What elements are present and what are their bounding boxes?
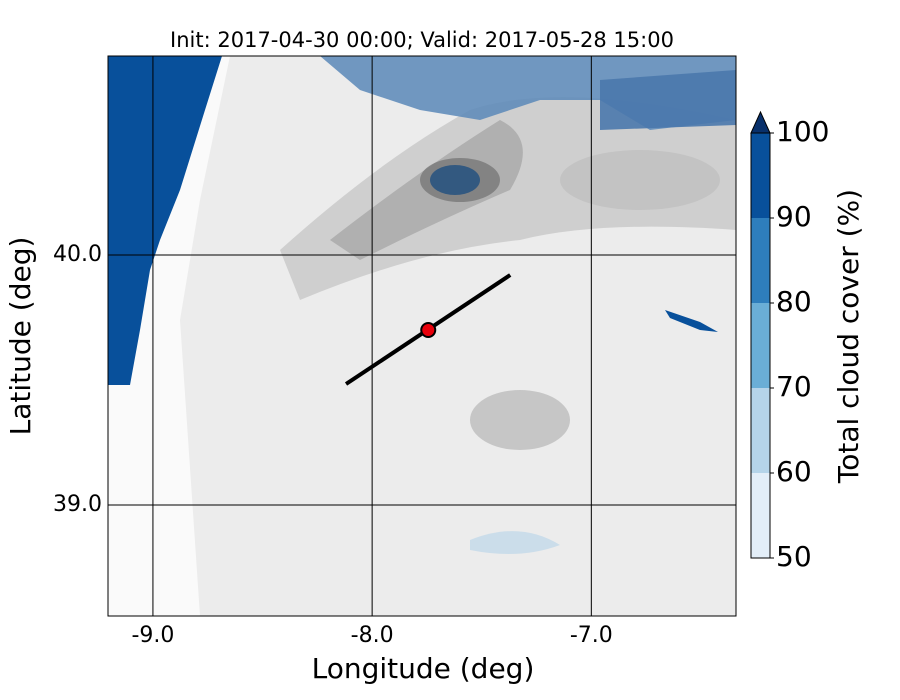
- x-tick-label: -7.0: [570, 623, 613, 648]
- chart-title: Init: 2017-04-30 00:00; Valid: 2017-05-2…: [170, 28, 674, 52]
- colorbar-tick-label: 70: [776, 370, 812, 403]
- x-tick-label: -9.0: [131, 623, 174, 648]
- colorbar-segment: [751, 388, 770, 473]
- x-axis-label: Longitude (deg): [312, 652, 535, 685]
- plot-frame: [107, 55, 737, 617]
- location-point: [420, 322, 437, 338]
- y-tick-label: 40.0: [53, 242, 102, 267]
- colorbar-tick-label: 90: [776, 200, 812, 233]
- colorbar-tick-label: 60: [776, 455, 812, 488]
- y-tick-label: 39.0: [53, 492, 102, 517]
- colorbar-segment: [751, 218, 770, 303]
- colorbar-segment: [751, 303, 770, 388]
- colorbar-label: Total cloud cover (%): [832, 189, 865, 484]
- x-tick-label: -8.0: [351, 623, 394, 648]
- colorbar-tick-label: 80: [776, 285, 812, 318]
- map-background: [108, 56, 736, 616]
- colorbar-segment: [751, 133, 770, 218]
- colorbar-extend: [750, 110, 771, 134]
- colorbar-segment: [751, 473, 770, 558]
- colorbar-frame: [750, 132, 771, 559]
- colorbar-tick-label: 100: [776, 115, 829, 148]
- y-axis-label: Latitude (deg): [4, 237, 37, 436]
- colorbar-tick-label: 50: [776, 540, 812, 573]
